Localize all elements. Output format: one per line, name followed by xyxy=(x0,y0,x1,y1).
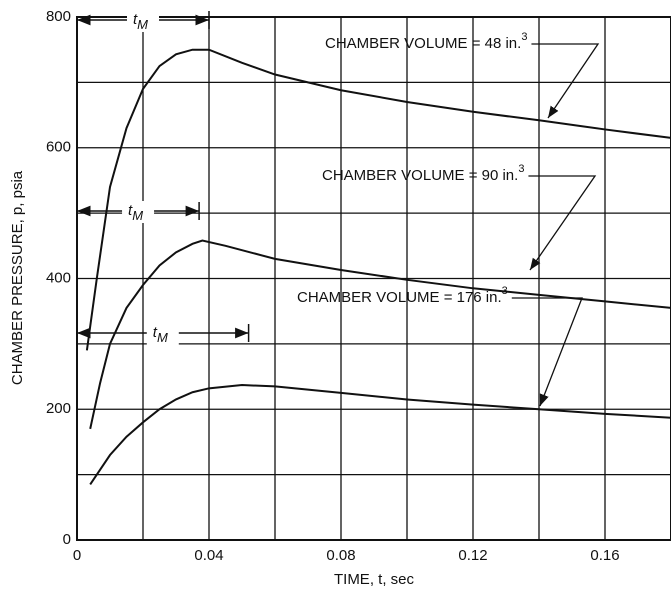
t-m-gap xyxy=(122,201,155,223)
x-tick-label: 0.12 xyxy=(458,547,487,564)
t-m-subscript: M xyxy=(132,208,143,223)
series-name: CHAMBER VOLUME = 90 in. xyxy=(322,167,518,184)
t-m-text: t xyxy=(153,324,158,341)
t-m-gap xyxy=(146,323,179,345)
series-label: CHAMBER VOLUME = 90 in.3 xyxy=(322,163,524,184)
data-line xyxy=(89,239,671,430)
t-m-gap xyxy=(127,10,159,32)
series-superscript: 3 xyxy=(521,31,527,43)
t-m-text: t xyxy=(133,11,138,28)
t-m-text: t xyxy=(128,202,133,219)
label-arrow xyxy=(511,297,583,407)
y-axis-title: CHAMBER PRESSURE, p, psia xyxy=(9,170,26,385)
x-tick-label: 0.04 xyxy=(194,547,223,564)
t-m-subscript: M xyxy=(157,330,168,345)
y-tick-label: 200 xyxy=(46,400,71,417)
y-tick-label: 600 xyxy=(46,139,71,156)
y-tick-label: 400 xyxy=(46,269,71,286)
t-m-label: tM xyxy=(133,11,148,32)
y-tick-label: 0 xyxy=(63,531,71,548)
series-name: CHAMBER VOLUME = 176 in. xyxy=(297,289,502,306)
t-m-label: tM xyxy=(128,202,143,223)
label-arrow xyxy=(528,175,597,271)
series-name: CHAMBER VOLUME = 48 in. xyxy=(325,35,521,52)
x-tick-label: 0.16 xyxy=(590,547,619,564)
x-tick-label: 0 xyxy=(73,547,81,564)
series-label: CHAMBER VOLUME = 48 in.3 xyxy=(325,31,527,52)
t-m-label: tM xyxy=(153,324,168,345)
data-line xyxy=(85,48,671,351)
plot-frame xyxy=(76,16,671,541)
series-label: CHAMBER VOLUME = 176 in.3 xyxy=(297,285,508,306)
series-superscript: 3 xyxy=(502,285,508,297)
data-line xyxy=(89,384,671,485)
x-tick-label: 0.08 xyxy=(326,547,355,564)
t-m-subscript: M xyxy=(137,17,148,32)
x-axis-title: TIME, t, sec xyxy=(334,571,415,588)
label-arrow xyxy=(531,43,600,119)
series-superscript: 3 xyxy=(518,163,524,175)
y-tick-label: 800 xyxy=(46,8,71,25)
